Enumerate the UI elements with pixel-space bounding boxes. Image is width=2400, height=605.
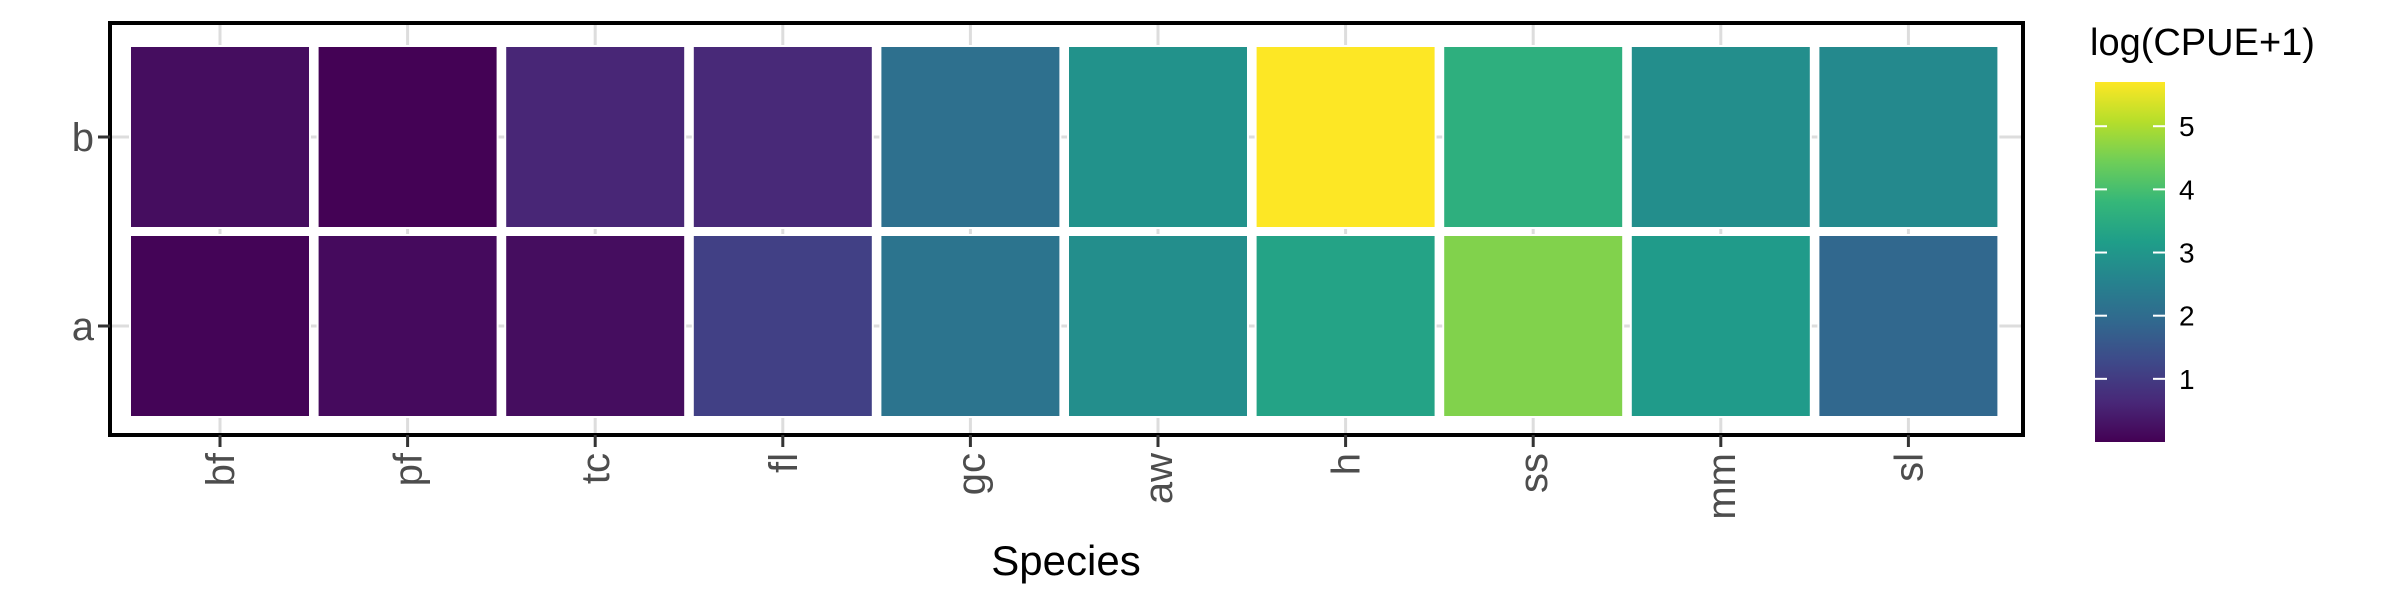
heatmap-tile-b-tc	[504, 45, 687, 229]
colorbar-ticks: 1 2 3 4 5	[2095, 111, 2195, 395]
heatmap-tile-a-gc	[879, 234, 1062, 418]
x-tick-label-mm: mm	[1700, 453, 1744, 520]
heatmap-tile-a-aw	[1067, 234, 1249, 418]
y-tick-label-b: b	[72, 116, 94, 160]
x-tick-label-sl: sl	[1887, 453, 1931, 482]
heatmap-tile-a-fl	[691, 234, 874, 418]
colorbar-legend: log(CPUE+1) 1 2 3 4 5	[2090, 22, 2315, 442]
heatmap-tile-b-aw	[1067, 45, 1249, 229]
x-tick-label-aw: aw	[1137, 453, 1181, 504]
y-tick-label-a: a	[72, 305, 95, 349]
heatmap-tile-b-fl	[691, 45, 874, 229]
heatmap-tile-b-pf	[316, 45, 499, 229]
x-axis: bf pf tc fl gc aw h ss mm sl	[199, 435, 1931, 520]
heatmap-tile-b-gc	[879, 45, 1062, 229]
heatmap-tiles	[129, 45, 2000, 418]
heatmap-tile-b-sl	[1817, 45, 2000, 229]
x-tick-label-h: h	[1325, 453, 1369, 475]
colorbar-tick-label-2: 2	[2179, 301, 2195, 332]
heatmap-tile-b-ss	[1442, 45, 1625, 229]
y-axis: ab	[72, 116, 110, 349]
heatmap-tile-b-mm	[1629, 45, 1812, 229]
heatmap-tile-a-bf	[129, 234, 311, 418]
colorbar-tick-label-5: 5	[2179, 111, 2195, 142]
heatmap-tile-a-ss	[1442, 234, 1625, 418]
x-tick-label-pf: pf	[387, 452, 431, 486]
heatmap-tile-a-tc	[504, 234, 687, 418]
x-tick-label-ss: ss	[1512, 453, 1556, 493]
x-tick-label-tc: tc	[574, 453, 618, 484]
x-tick-label-fl: fl	[762, 453, 806, 473]
heatmap-tile-a-sl	[1817, 234, 2000, 418]
heatmap-tile-a-h	[1254, 234, 1437, 418]
x-axis-title: Species	[991, 537, 1140, 584]
panel-border	[108, 21, 2025, 437]
colorbar	[2095, 82, 2165, 442]
colorbar-tick-label-3: 3	[2179, 238, 2195, 269]
heatmap-tile-b-bf	[129, 45, 311, 229]
heatmap-tile-a-mm	[1629, 234, 1812, 418]
colorbar-tick-label-1: 1	[2179, 364, 2195, 395]
heatmap-tile-a-pf	[316, 234, 499, 418]
colorbar-title: log(CPUE+1)	[2090, 22, 2315, 64]
x-tick-label-bf: bf	[199, 452, 243, 486]
x-tick-label-gc: gc	[949, 453, 993, 495]
colorbar-tick-label-4: 4	[2179, 174, 2195, 205]
heatmap-tile-b-h	[1254, 45, 1437, 229]
